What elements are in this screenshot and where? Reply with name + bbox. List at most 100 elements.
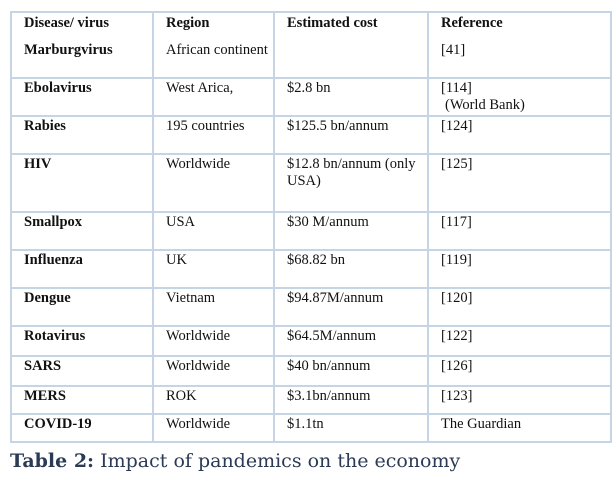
cost-cell: $94.87M/annum — [275, 289, 429, 327]
caption-text: Impact of pandemics on the economy — [94, 450, 461, 472]
disease-cell-text: Influenza — [24, 252, 83, 268]
cost-cell-text: $12.8 bn/annum (only USA) — [287, 156, 416, 189]
table-row: Rotavirus Worldwide $64.5M/annum [122] — [12, 327, 610, 357]
reference-note: (World Bank) — [445, 97, 525, 113]
cost-cell-text: $40 bn/annum — [287, 358, 371, 374]
region-cell: Worldwide — [154, 155, 275, 213]
region-cell-text: Worldwide — [166, 416, 231, 432]
reference-cell-text: [123] — [441, 388, 473, 404]
table-row: SARS Worldwide $40 bn/annum [126] — [12, 357, 610, 387]
disease-cell-text: SARS — [24, 358, 62, 374]
region-cell: USA — [154, 213, 275, 251]
reference-cell: [125] — [429, 155, 610, 213]
region-cell-text: Worldwide — [166, 328, 231, 344]
reference-cell-text: The Guardian — [441, 416, 522, 432]
region-cell: West Arica, — [154, 79, 275, 117]
reference-cell: The Guardian — [429, 415, 610, 441]
disease-cell: Rabies — [12, 117, 154, 155]
header-cost: Estimated cost — [275, 13, 429, 41]
reference-cell: [119] — [429, 251, 610, 289]
reference-cell: [126] — [429, 357, 610, 387]
disease-cell-text: Marburgvirus — [24, 42, 113, 58]
disease-cell-text: Rotavirus — [24, 328, 86, 344]
cost-cell-text: $1.1tn — [287, 416, 324, 432]
disease-cell-text: HIV — [24, 156, 52, 172]
cost-cell-text: $68.82 bn — [287, 252, 345, 268]
table-row: Smallpox USA $30 M/annum [117] — [12, 213, 610, 251]
disease-cell: SARS — [12, 357, 154, 387]
disease-cell: Dengue — [12, 289, 154, 327]
cost-cell-text: $94.87M/annum — [287, 290, 384, 306]
caption-label: Table 2: — [10, 450, 95, 472]
table-row: HIV Worldwide $12.8 bn/annum (only USA) [12… — [12, 155, 610, 213]
reference-cell-text: [114] — [441, 80, 472, 96]
table-header-row: Disease/ virus Region Estimated cost Ref… — [12, 13, 610, 41]
disease-cell-text: COVID-19 — [24, 416, 92, 432]
cost-cell: $64.5M/annum — [275, 327, 429, 357]
header-reference: Reference — [441, 15, 503, 31]
disease-cell-text: Rabies — [24, 118, 66, 134]
disease-cell: Marburgvirus — [12, 41, 154, 79]
reference-cell: [120] — [429, 289, 610, 327]
reference-cell-text: [122] — [441, 328, 473, 344]
header-region: Region — [154, 13, 275, 41]
disease-cell: Ebolavirus — [12, 79, 154, 117]
table-caption: Table 2: Impact of pandemics on the econ… — [10, 449, 460, 473]
reference-cell: [124] — [429, 117, 610, 155]
cost-cell: $30 M/annum — [275, 213, 429, 251]
region-cell-text: 195 countries — [166, 118, 245, 134]
pandemic-cost-table: Disease/ virus Region Estimated cost Ref… — [10, 11, 612, 443]
reference-cell-text: [124] — [441, 118, 473, 134]
table-row: Rabies 195 countries $125.5 bn/annum [124] — [12, 117, 610, 155]
region-cell-text: Vietnam — [166, 290, 216, 306]
cost-cell — [275, 41, 429, 79]
cost-cell: $2.8 bn — [275, 79, 429, 117]
reference-cell-text: [126] — [441, 358, 473, 374]
disease-cell-text: MERS — [24, 388, 66, 404]
region-cell: Worldwide — [154, 415, 275, 441]
table-row: Influenza UK $68.82 bn [119] — [12, 251, 610, 289]
reference-cell-text: [120] — [441, 290, 473, 306]
disease-cell-text: Ebolavirus — [24, 80, 92, 96]
cost-cell: $3.1bn/annum — [275, 387, 429, 415]
table-row: COVID-19 Worldwide $1.1tn The Guardian — [12, 415, 610, 441]
disease-cell: Smallpox — [12, 213, 154, 251]
disease-cell: Influenza — [12, 251, 154, 289]
cost-cell: $40 bn/annum — [275, 357, 429, 387]
reference-cell: [122] — [429, 327, 610, 357]
reference-cell: [114] (World Bank) — [429, 79, 610, 117]
region-cell-text: ROK — [166, 388, 197, 404]
reference-cell: [117] — [429, 213, 610, 251]
cost-cell-text: $64.5M/annum — [287, 328, 377, 344]
region-cell: African continent — [154, 41, 275, 79]
region-cell: Worldwide — [154, 327, 275, 357]
disease-cell: HIV — [12, 155, 154, 213]
disease-cell: MERS — [12, 387, 154, 415]
cost-cell-text: $2.8 bn — [287, 80, 331, 96]
header-disease: Disease/ virus — [12, 13, 154, 41]
table-row: Dengue Vietnam $94.87M/annum [120] — [12, 289, 610, 327]
region-cell-text: African continent — [166, 42, 268, 58]
reference-cell: [41] — [429, 41, 610, 79]
region-cell-text: West Arica, — [166, 80, 234, 96]
region-cell-text: Worldwide — [166, 358, 231, 374]
region-cell: UK — [154, 251, 275, 289]
region-cell-text: UK — [166, 252, 187, 268]
region-cell: Vietnam — [154, 289, 275, 327]
region-cell: ROK — [154, 387, 275, 415]
disease-cell: COVID-19 — [12, 415, 154, 441]
reference-cell-text: [125] — [441, 156, 473, 172]
reference-cell-text: [41] — [441, 42, 466, 58]
reference-cell: [123] — [429, 387, 610, 415]
cost-cell-text: $30 M/annum — [287, 214, 369, 230]
table-row: MERS ROK $3.1bn/annum [123] — [12, 387, 610, 415]
table-row: Ebolavirus West Arica, $2.8 bn [114] (World … — [12, 79, 610, 117]
cost-cell: $12.8 bn/annum (only USA) — [275, 155, 429, 213]
region-cell: 195 countries — [154, 117, 275, 155]
reference-cell-text: [119] — [441, 252, 472, 268]
disease-cell-text: Smallpox — [24, 214, 83, 230]
reference-cell-text: [117] — [441, 214, 472, 230]
region-cell-text: Worldwide — [166, 156, 231, 172]
cost-cell-text: $125.5 bn/annum — [287, 118, 389, 134]
cost-cell-text: $3.1bn/annum — [287, 388, 371, 404]
